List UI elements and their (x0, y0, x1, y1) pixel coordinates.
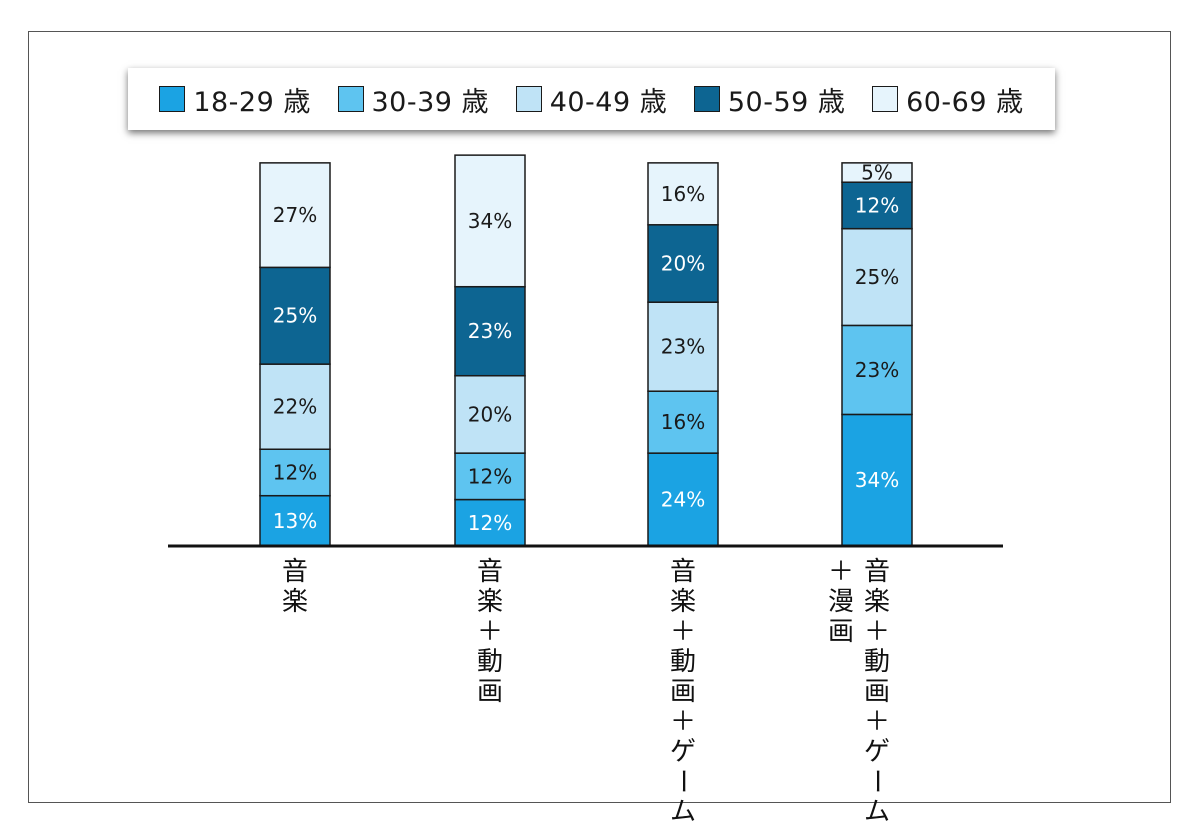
bar-segment-c0-s4 (259, 162, 331, 269)
bar-segment-c3-s4 (841, 162, 913, 183)
legend-swatch-30-39 (337, 86, 364, 112)
category-label-char: ー (861, 768, 891, 794)
legend-swatch-50-59 (693, 86, 720, 112)
category-label-c2-line0: 音楽＋動画＋ゲーム (667, 557, 697, 827)
bar-data-label-c2-s2: 23% (661, 335, 705, 359)
bar-data-label-c3-s4: 5% (861, 161, 893, 185)
bar-data-label-c3-s3: 12% (855, 193, 899, 217)
category-label-c0-line0: 音楽 (282, 557, 308, 617)
bar-segment-c0-s0 (259, 494, 331, 547)
category-label-char: 楽 (282, 587, 308, 617)
bar-segment-c0-s3 (259, 266, 331, 365)
bar-segment-c2-s0 (647, 452, 719, 547)
legend-label-50-59: 50-59 歳 (727, 86, 846, 118)
category-label-char: 楽 (864, 587, 890, 617)
category-label-c1-line0: 音楽＋動画 (477, 557, 503, 707)
category-label-char: 楽 (670, 587, 696, 617)
category-label-char: 動 (864, 647, 890, 677)
bar-data-label-c0-s4: 27% (273, 203, 317, 227)
bar-data-label-c1-s1: 12% (468, 464, 512, 488)
legend-label-60-69: 60-69 歳 (906, 86, 1024, 118)
category-label-char: 音 (477, 557, 503, 587)
bar-data-label-c3-s0: 34% (855, 468, 899, 492)
bar-segment-c0-s2 (259, 363, 331, 450)
bar-segment-c1-s4 (454, 154, 526, 288)
category-label-char: ＋ (477, 617, 503, 647)
bar-segment-c2-s2 (647, 301, 719, 392)
bar-segment-c3-s3 (841, 181, 913, 230)
bar-data-label-c3-s2: 25% (855, 265, 899, 289)
bar-segment-c3-s1 (841, 324, 913, 416)
legend-item-50-59: 50-59 歳 (693, 80, 846, 119)
bar-segment-c1-s2 (454, 374, 526, 454)
bar-data-label-c1-s0: 12% (468, 511, 512, 535)
bar-segment-c3-s2 (841, 227, 913, 327)
category-label-char: 楽 (477, 587, 503, 617)
legend-swatch-18-29 (159, 86, 186, 112)
legend-item-40-49: 40-49 歳 (515, 80, 668, 119)
bar-segment-c2-s4 (647, 162, 719, 226)
category-label-char: ＋ (864, 617, 890, 647)
bar-data-label-c1-s4: 34% (468, 209, 512, 233)
category-label-char: 動 (477, 647, 503, 677)
bar-segment-c1-s0 (454, 498, 526, 547)
bar-data-label-c0-s0: 13% (273, 509, 317, 533)
bar-data-label-c0-s3: 25% (273, 304, 317, 328)
bar-data-label-c1-s3: 23% (468, 319, 512, 343)
bar-data-label-c3-s1: 23% (855, 358, 899, 382)
chart-legend: 18-29 歳 30-39 歳 40-49 歳 50-59 歳 60-69 歳 (128, 68, 1055, 130)
legend-swatch-40-49 (515, 86, 542, 112)
category-label-char: 動 (670, 647, 696, 677)
category-label-char: 画 (864, 677, 890, 707)
bar-data-label-c1-s2: 20% (468, 402, 512, 426)
category-label-c3-line0: 音楽＋動画＋ゲーム (861, 557, 891, 827)
bar-segment-c3-s0 (841, 413, 913, 547)
category-label-char: ゲ (670, 737, 696, 767)
category-label-char: 画 (670, 677, 696, 707)
category-label-char: ＋ (670, 707, 696, 737)
legend-item-60-69: 60-69 歳 (872, 80, 1024, 119)
category-label-char: 画 (828, 617, 854, 647)
category-label-char: ＋ (828, 557, 854, 587)
category-label-char: ム (864, 797, 890, 827)
bar-data-label-c2-s0: 24% (661, 488, 705, 512)
bar-data-label-c0-s2: 22% (273, 395, 317, 419)
bar-segment-c1-s1 (454, 452, 526, 501)
legend-item-18-29: 18-29 歳 (159, 80, 311, 119)
category-label-char: 音 (670, 557, 696, 587)
category-label-char: 画 (477, 677, 503, 707)
bar-data-label-c2-s3: 20% (661, 251, 705, 275)
bar-segment-c2-s3 (647, 224, 719, 303)
chart-frame (28, 31, 1171, 803)
bar-segment-c2-s1 (647, 390, 719, 454)
category-label-char: ゲ (864, 737, 890, 767)
category-label-char: ＋ (864, 707, 890, 737)
legend-label-40-49: 40-49 歳 (549, 86, 668, 118)
bar-data-label-c2-s4: 16% (661, 182, 705, 206)
category-label-char: ＋ (670, 617, 696, 647)
category-label-char: ー (667, 768, 697, 794)
bar-data-label-c0-s1: 12% (273, 460, 317, 484)
category-label-char: ム (670, 797, 696, 827)
category-label-char: 漫 (828, 587, 854, 617)
category-label-char: 音 (282, 557, 308, 587)
legend-label-18-29: 18-29 歳 (193, 86, 311, 118)
legend-label-30-39: 30-39 歳 (371, 86, 490, 118)
bar-data-label-c2-s1: 16% (661, 410, 705, 434)
legend-item-30-39: 30-39 歳 (337, 80, 490, 119)
bar-segment-c1-s3 (454, 285, 526, 377)
category-label-char: 音 (864, 557, 890, 587)
category-label-c3-line1: ＋漫画 (828, 557, 854, 647)
legend-swatch-60-69 (872, 86, 899, 112)
